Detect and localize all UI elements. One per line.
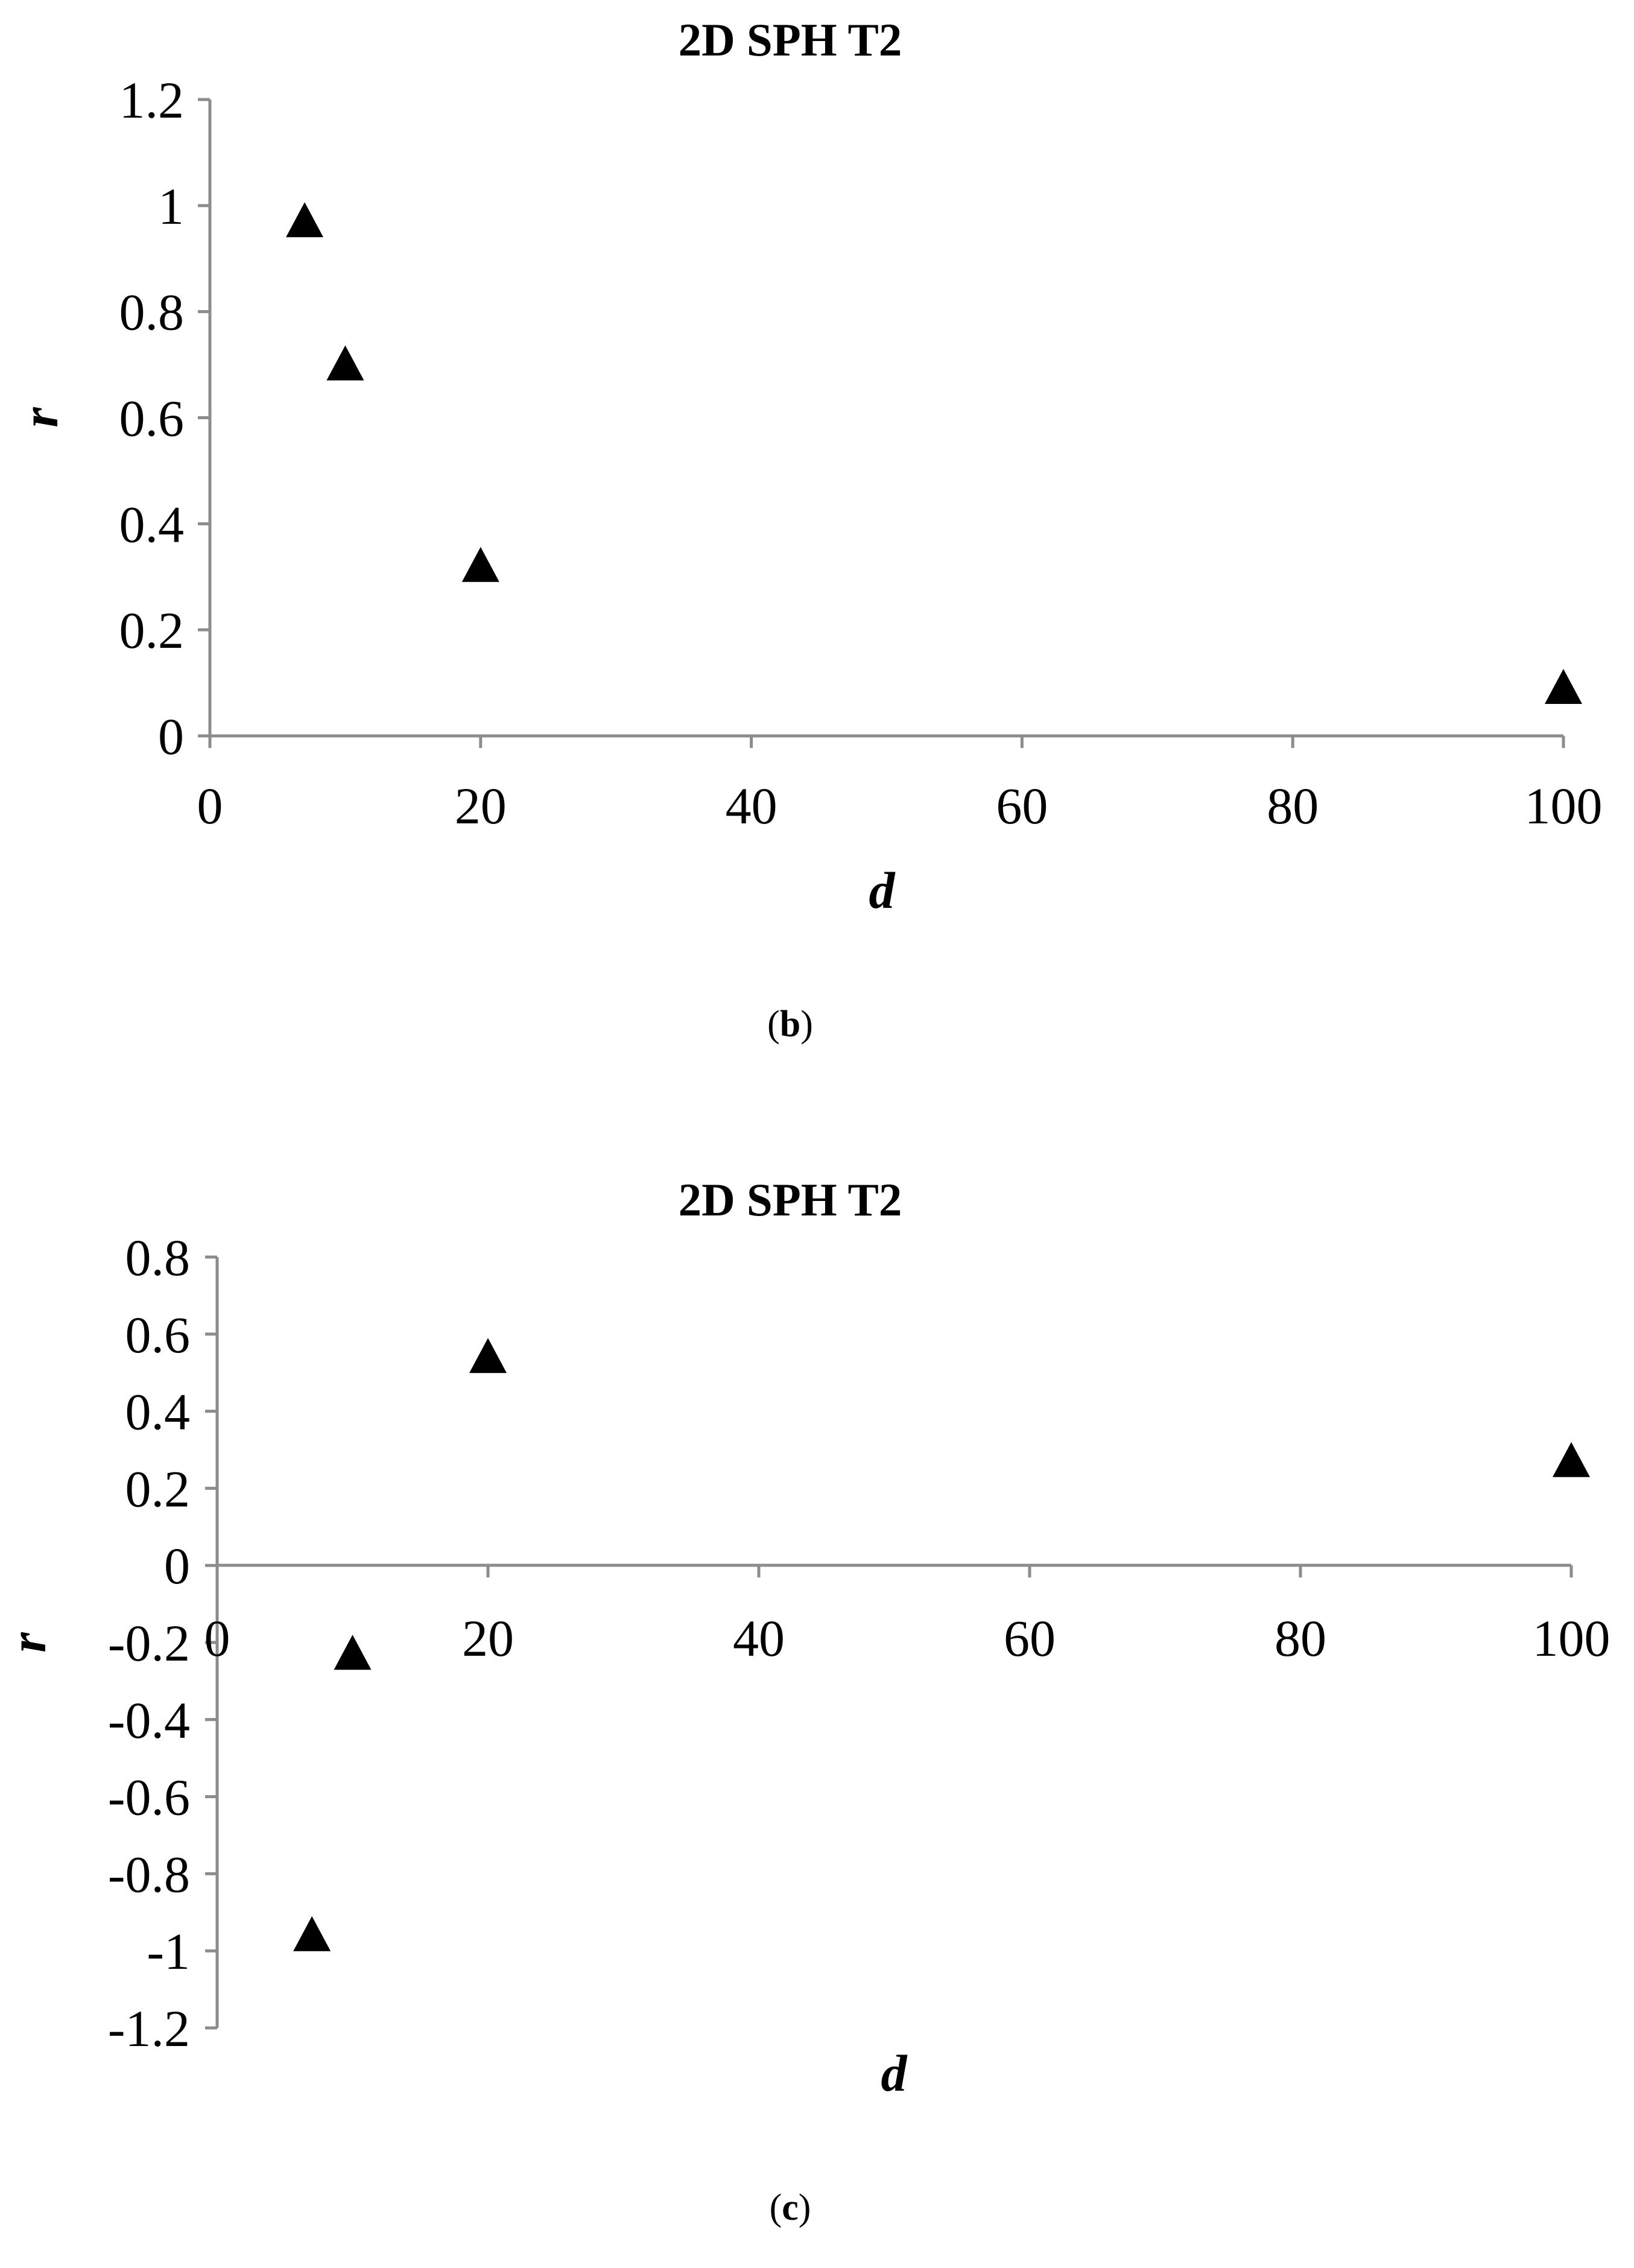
chart-b-x-tick-label: 40 <box>726 777 777 835</box>
chart-b-data-point <box>461 546 499 582</box>
chart-b-y-tick-label: 0.6 <box>119 390 185 448</box>
chart-c-y-tick-label: 0.2 <box>125 1460 191 1518</box>
chart-c-y-tick-label: -0.4 <box>108 1691 190 1749</box>
chart-b-x-tick-label: 100 <box>1525 777 1603 835</box>
chart-b-y-tick-label: 0.8 <box>119 284 185 341</box>
chart-c-data-point <box>1553 1442 1590 1477</box>
chart-b-y-label: r <box>11 407 69 428</box>
chart-c-x-tick-label: 100 <box>1533 1609 1610 1667</box>
chart-c-x-label: d <box>881 2044 908 2102</box>
chart-c-x-tick-label: 0 <box>204 1609 230 1667</box>
chart-c-y-tick-label: -0.2 <box>108 1614 190 1672</box>
chart-c-y-tick-label: -0.8 <box>108 1845 190 1903</box>
chart-b-data-point <box>1545 668 1582 704</box>
chart-c-y-tick-label: -0.6 <box>108 1769 190 1826</box>
chart-c-y-tick-label: 0.6 <box>125 1306 191 1364</box>
chart-c-y-label: r <box>0 1632 57 1653</box>
chart-c-y-tick-label: 0.8 <box>125 1229 191 1287</box>
chart-c-panel-letter: c <box>782 2187 799 2228</box>
chart-b-y-ticks: 0 0.2 0.4 0.6 0.8 1 1.2 <box>119 71 210 765</box>
chart-b-title: 2D SPH T2 <box>679 14 902 66</box>
chart-b-points <box>286 202 1582 704</box>
chart-c-x-tick-label: 60 <box>1004 1609 1056 1667</box>
chart-c-x-tick-label: 20 <box>462 1609 514 1667</box>
chart-c-data-point <box>469 1338 507 1373</box>
chart-b-y-tick-label: 0.2 <box>119 601 185 659</box>
chart-c-y-tick-label: 0.4 <box>125 1383 191 1441</box>
chart-c-data-point <box>334 1635 372 1670</box>
chart-c-title: 2D SPH T2 <box>679 1174 902 1226</box>
chart-c-y-tick-label: -1 <box>147 1922 190 1980</box>
chart-c-y-tick-label: -1.2 <box>108 2000 190 2057</box>
chart-b: 2D SPH T2 0 0.2 0.4 0.6 0.8 1 1.2 0 20 40 60 80 100… <box>11 14 1603 1045</box>
chart-b-data-point <box>326 345 364 381</box>
chart-b-x-tick-label: 0 <box>197 777 223 835</box>
chart-b-y-tick-label: 0 <box>158 708 184 765</box>
chart-b-x-tick-label: 80 <box>1267 777 1319 835</box>
chart-b-data-point <box>286 202 324 238</box>
chart-c-panel-label: (c) <box>770 2187 811 2228</box>
chart-c-x-tick-label: 40 <box>733 1609 785 1667</box>
chart-b-panel-label: (b) <box>767 1004 813 1045</box>
chart-b-y-tick-label: 1 <box>158 177 184 235</box>
chart-c-y-tick-label: 0 <box>164 1537 190 1595</box>
chart-b-x-tick-label: 20 <box>455 777 507 835</box>
chart-c-x-tick-label: 80 <box>1275 1609 1326 1667</box>
chart-c-points <box>293 1338 1590 1951</box>
chart-b-panel-letter: b <box>780 1004 800 1045</box>
chart-b-y-tick-label: 0.4 <box>119 495 185 553</box>
chart-b-x-tick-label: 60 <box>996 777 1048 835</box>
chart-c-data-point <box>293 1916 331 1951</box>
chart-c-x-ticks: 0 20 40 60 80 100 <box>204 1565 1610 1667</box>
chart-c: 2D SPH T2 -1.2-1-0.8-0.6-0.4-0.200.20.40… <box>0 1174 1610 2228</box>
chart-c-y-ticks: -1.2 -1 -0.8 -0.6 -0.4 -0.2 0 0.2 0.4 0.6 0.8 <box>108 1229 217 2057</box>
chart-b-y-tick-label: 1.2 <box>119 71 185 129</box>
chart-b-x-ticks: 0 20 40 60 80 100 <box>197 736 1603 835</box>
chart-b-x-label: d <box>869 861 896 919</box>
